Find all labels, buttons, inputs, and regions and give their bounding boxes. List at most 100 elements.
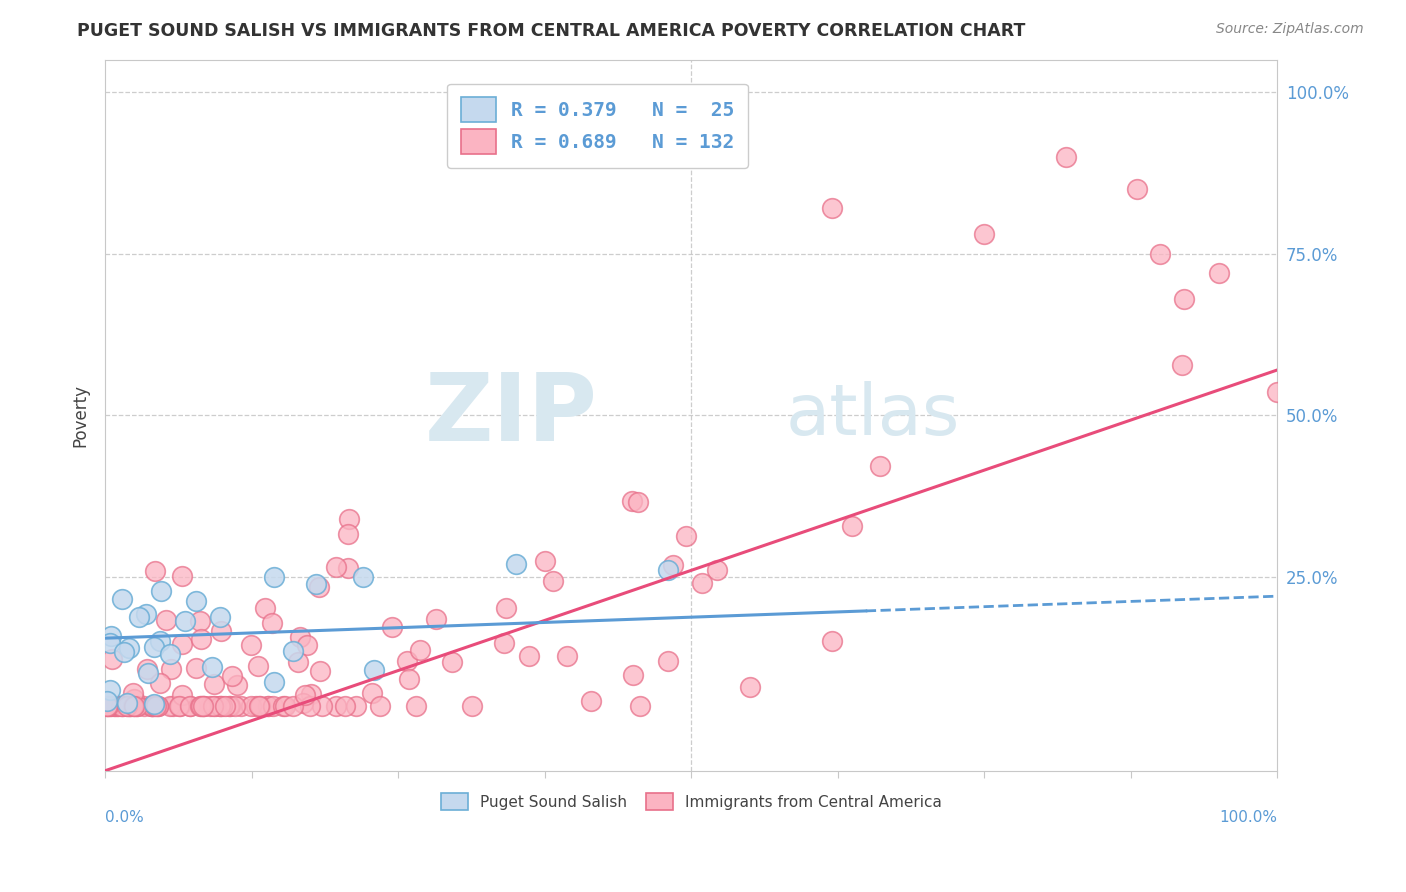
- Point: [295, 638, 318, 652]
- Point: [155, 614, 177, 628]
- Point: [209, 699, 232, 714]
- Point: [657, 563, 679, 577]
- Point: [169, 699, 191, 714]
- Point: [184, 593, 207, 607]
- Point: [128, 609, 150, 624]
- Point: [309, 664, 332, 678]
- Point: [675, 528, 697, 542]
- Point: [245, 699, 267, 714]
- Point: [973, 227, 995, 241]
- Point: [336, 527, 359, 541]
- Point: [97, 699, 120, 714]
- Point: [257, 699, 280, 714]
- Point: [337, 561, 360, 575]
- Point: [290, 630, 312, 644]
- Point: [191, 699, 214, 714]
- Point: [352, 570, 374, 584]
- Point: [139, 699, 162, 714]
- Point: [308, 580, 330, 594]
- Point: [202, 699, 225, 714]
- Point: [115, 699, 138, 714]
- Point: [127, 699, 149, 714]
- Point: [344, 699, 367, 714]
- Point: [209, 624, 232, 639]
- Point: [821, 202, 844, 216]
- Point: [325, 560, 347, 574]
- Point: [150, 583, 173, 598]
- Point: [162, 699, 184, 714]
- Point: [821, 634, 844, 648]
- Text: PUGET SOUND SALISH VS IMMIGRANTS FROM CENTRAL AMERICA POVERTY CORRELATION CHART: PUGET SOUND SALISH VS IMMIGRANTS FROM CE…: [77, 22, 1026, 40]
- Point: [115, 699, 138, 714]
- Point: [249, 699, 271, 714]
- Point: [738, 680, 761, 694]
- Point: [841, 519, 863, 533]
- Point: [193, 699, 215, 714]
- Point: [361, 686, 384, 700]
- Point: [122, 692, 145, 706]
- Point: [240, 638, 263, 652]
- Point: [120, 699, 142, 714]
- Point: [621, 667, 644, 681]
- Point: [170, 688, 193, 702]
- Point: [118, 699, 141, 714]
- Point: [145, 699, 167, 714]
- Point: [124, 699, 146, 714]
- Point: [492, 636, 515, 650]
- Point: [368, 699, 391, 714]
- Point: [179, 699, 201, 714]
- Point: [283, 644, 305, 658]
- Point: [1126, 182, 1149, 196]
- Point: [101, 651, 124, 665]
- Point: [283, 699, 305, 714]
- Point: [118, 699, 141, 714]
- Point: [495, 601, 517, 615]
- Point: [1149, 246, 1171, 260]
- Point: [198, 699, 221, 714]
- Point: [247, 699, 270, 714]
- Point: [299, 687, 322, 701]
- Point: [690, 575, 713, 590]
- Point: [190, 699, 212, 714]
- Point: [405, 699, 427, 714]
- Point: [398, 673, 420, 687]
- Point: [257, 699, 280, 714]
- Point: [299, 699, 322, 714]
- Point: [534, 554, 557, 568]
- Point: [662, 558, 685, 573]
- Point: [333, 699, 356, 714]
- Point: [291, 696, 314, 710]
- Point: [125, 699, 148, 714]
- Point: [218, 699, 240, 714]
- Point: [135, 661, 157, 675]
- Point: [143, 564, 166, 578]
- Point: [409, 642, 432, 657]
- Point: [505, 557, 527, 571]
- Point: [96, 694, 118, 708]
- Point: [118, 640, 141, 655]
- Point: [96, 699, 118, 714]
- Legend: Puget Sound Salish, Immigrants from Central America: Puget Sound Salish, Immigrants from Cent…: [434, 787, 948, 816]
- Point: [160, 662, 183, 676]
- Point: [111, 699, 134, 714]
- Point: [105, 699, 128, 714]
- Point: [555, 648, 578, 663]
- Point: [226, 678, 249, 692]
- Point: [543, 574, 565, 588]
- Point: [337, 512, 360, 526]
- Point: [209, 699, 232, 714]
- Point: [143, 699, 166, 714]
- Point: [263, 569, 285, 583]
- Point: [325, 699, 347, 714]
- Point: [97, 699, 120, 714]
- Point: [149, 676, 172, 690]
- Point: [201, 659, 224, 673]
- Point: [112, 645, 135, 659]
- Point: [146, 699, 169, 714]
- Point: [104, 699, 127, 714]
- Point: [260, 615, 283, 630]
- Point: [190, 632, 212, 647]
- Point: [460, 699, 482, 714]
- Text: atlas: atlas: [785, 381, 959, 450]
- Point: [167, 699, 190, 714]
